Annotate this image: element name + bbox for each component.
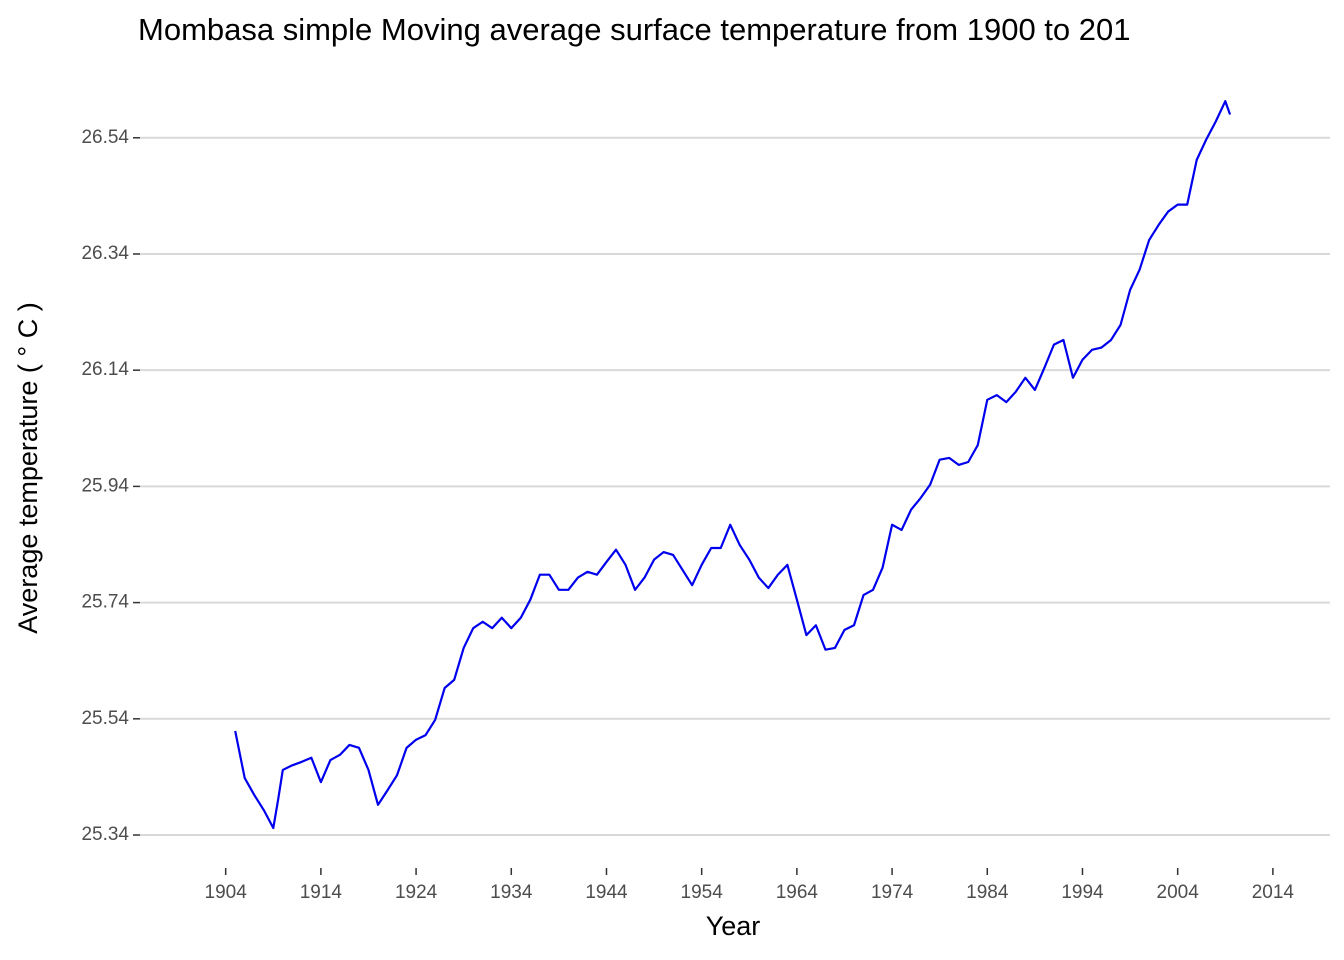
y-tick-label: 25.74: [81, 592, 129, 613]
x-tick-label: 1984: [966, 882, 1009, 903]
y-tick-label: 25.54: [81, 708, 129, 729]
x-tick-label: 2014: [1252, 882, 1295, 903]
x-tick-label: 2004: [1157, 882, 1200, 903]
x-tick-label: 1914: [300, 882, 343, 903]
x-tick-label: 1904: [205, 882, 248, 903]
y-tick-label: 26.34: [81, 243, 129, 264]
x-tick-label: 1924: [395, 882, 438, 903]
chart-title: Mombasa simple Moving average surface te…: [138, 12, 1131, 47]
y-tick-label: 25.94: [81, 475, 129, 496]
y-tick-label: 26.14: [81, 359, 129, 380]
y-axis-title: Average temperature ( ° C ): [13, 302, 43, 633]
x-tick-label: 1994: [1061, 882, 1104, 903]
data-line: [234, 100, 1232, 830]
y-tick-label: 26.54: [81, 127, 129, 148]
x-tick-label: 1934: [490, 882, 533, 903]
x-tick-label: 1944: [585, 882, 628, 903]
x-tick-label: 1964: [776, 882, 819, 903]
x-tick-label: 1974: [871, 882, 914, 903]
y-tick-label: 25.34: [81, 824, 129, 845]
x-axis-title: Year: [706, 911, 761, 941]
x-tick-label: 1954: [681, 882, 724, 903]
